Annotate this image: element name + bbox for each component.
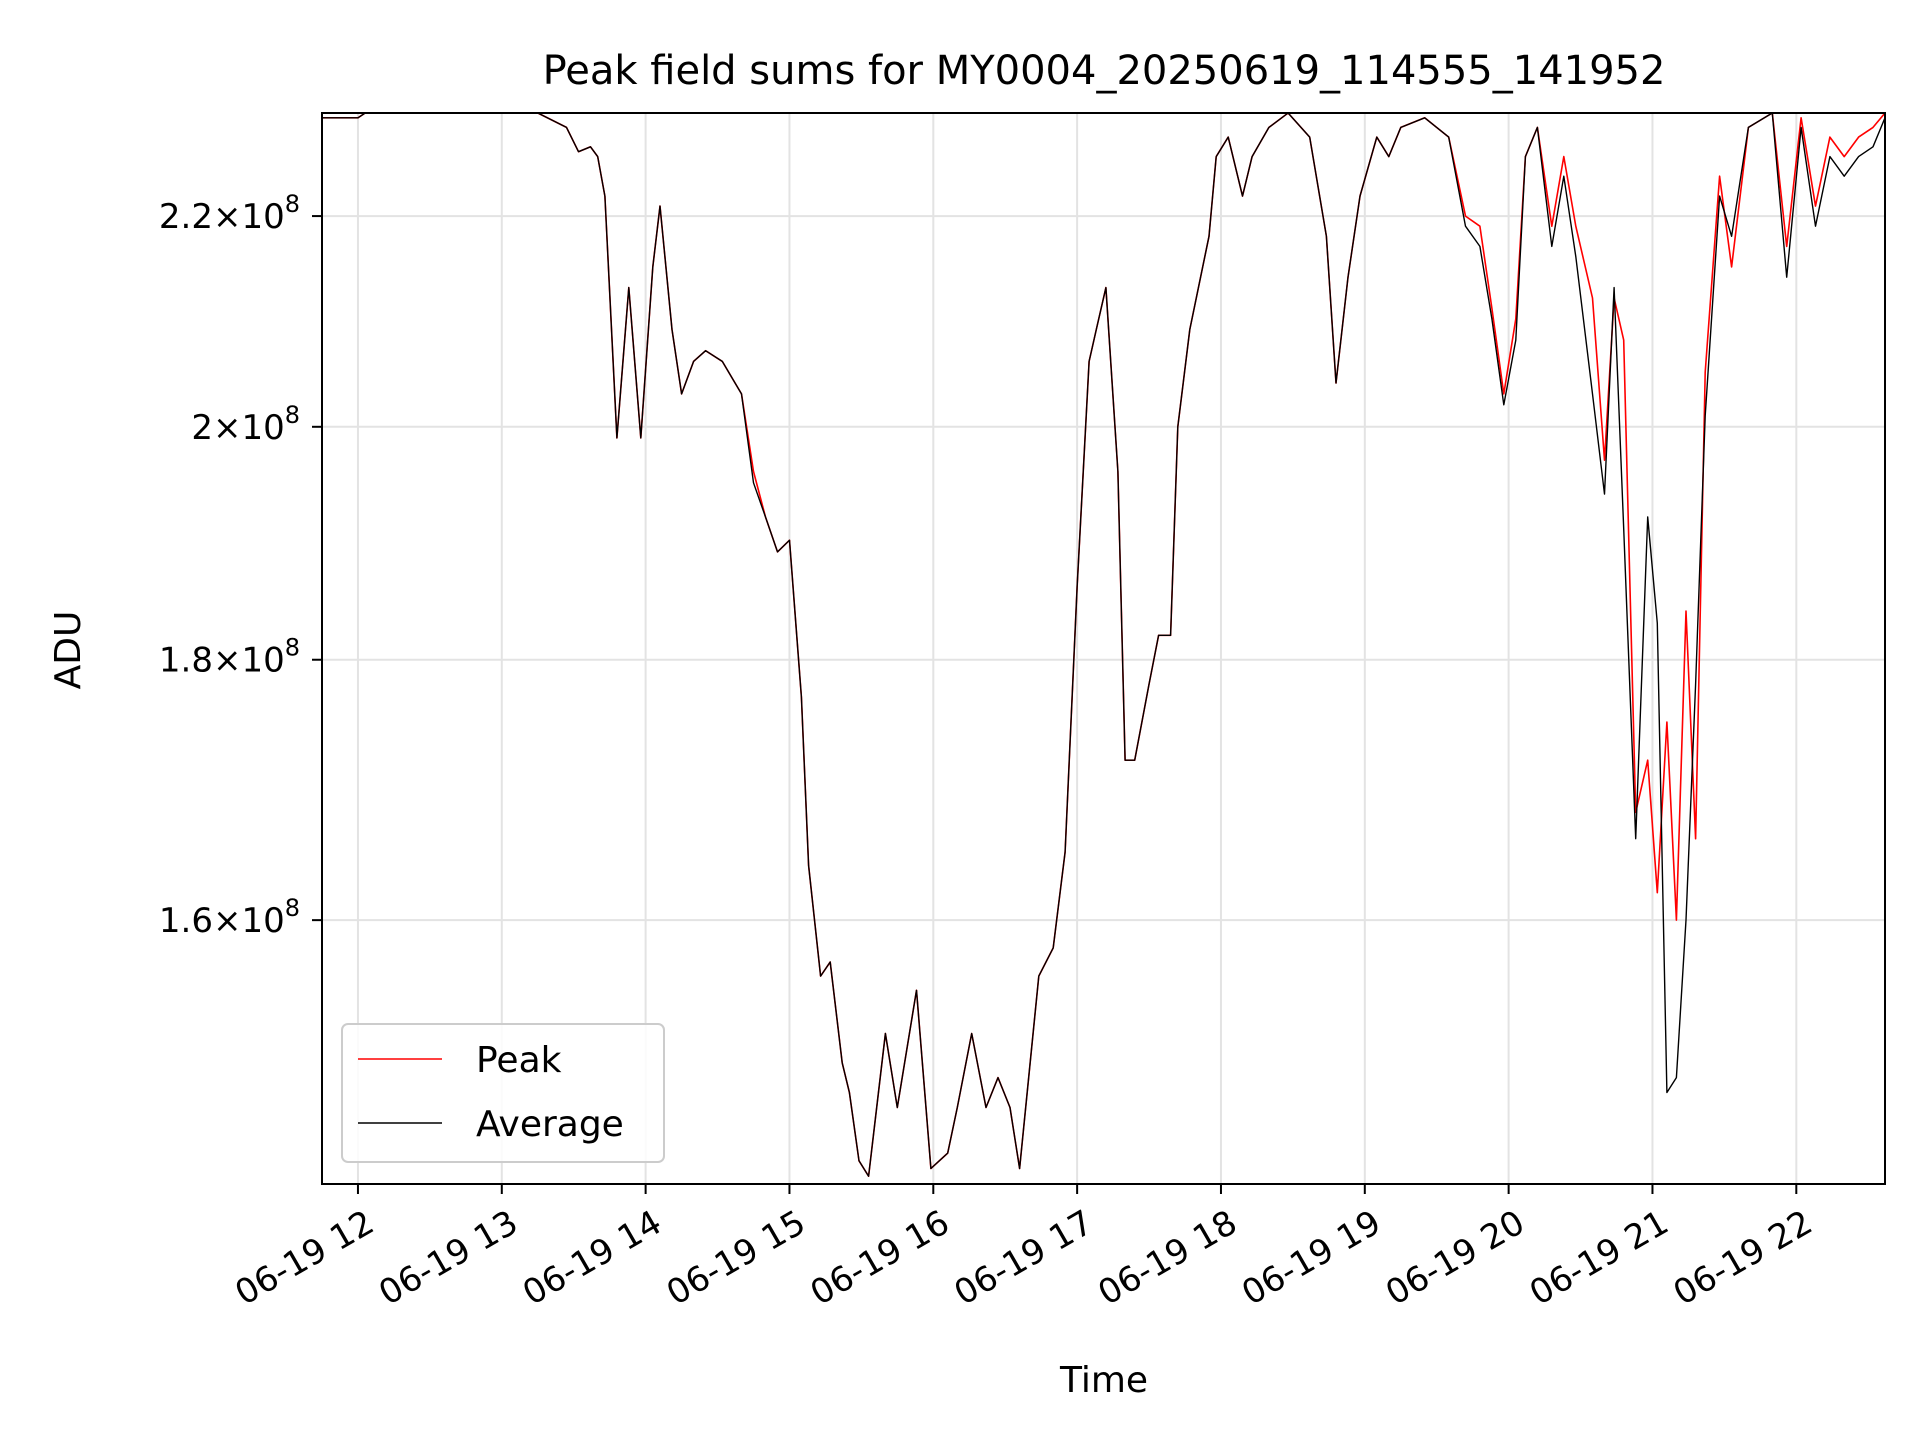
series-line-average [322,112,1886,1177]
y-tick-exponent: 8 [285,894,300,922]
y-tick-exponent: 8 [285,401,300,429]
y-tick-label: 2.2×108 [159,190,300,237]
grid [322,113,1885,1184]
legend: Peak Average [341,1023,665,1163]
plot-frame [321,112,1886,1185]
y-tick-mantissa: 2.2 [159,197,213,237]
legend-label-peak: Peak [476,1040,562,1081]
legend-label-average: Average [476,1104,624,1145]
y-axis-label: ADU [48,611,89,690]
plot-lines [322,112,1886,1177]
x-axis-label: Time [1059,1360,1148,1401]
y-tick-mantissa: 2 [191,408,213,448]
y-tick-label: 2×108 [191,401,300,448]
chart-title: Peak field sums for MY0004_20250619_1145… [543,48,1666,94]
y-tick-mantissa: 1.8 [159,641,213,681]
y-tick-exponent: 8 [285,634,300,662]
y-tick-mantissa: 1.6 [159,901,213,941]
y-tick-label: 1.8×108 [159,634,300,681]
y-tick-label: 1.6×108 [159,894,300,941]
y-tick-exponent: 8 [285,190,300,218]
y-axis-ticks: 1.6×108 1.8×108 2×108 2.2×108 [159,190,322,941]
